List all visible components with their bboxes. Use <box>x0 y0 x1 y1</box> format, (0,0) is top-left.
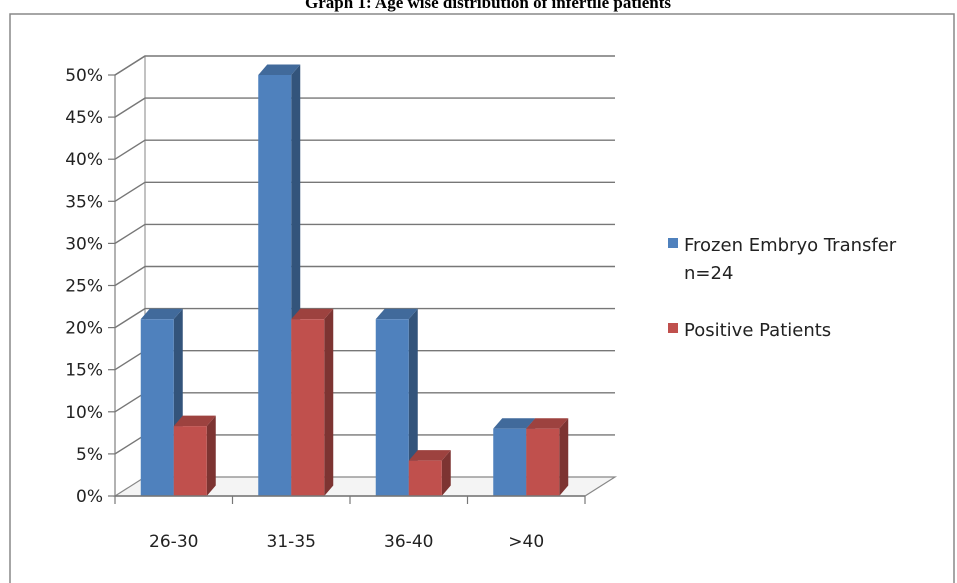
gridline <box>114 265 615 287</box>
gridline <box>114 139 615 160</box>
y-tick-label: 40% <box>65 150 103 170</box>
legend-label: Positive Patients <box>684 320 831 341</box>
bar-top <box>173 415 216 427</box>
gridline <box>114 307 615 329</box>
legend-entry: Frozen Embryo Transfer n=24 <box>668 235 897 284</box>
legend-swatch <box>668 238 678 248</box>
x-tick-label: 36-40 <box>384 532 433 552</box>
bar-front <box>493 428 527 496</box>
y-tick-label: 45% <box>65 108 103 128</box>
gridline <box>114 392 615 413</box>
y-tick-label: 30% <box>65 234 103 254</box>
bar-top <box>375 308 418 320</box>
bar <box>173 415 216 496</box>
x-axis-ticks: 26-30 31-35 36-40 >40 <box>114 495 586 552</box>
legend: Frozen Embryo Transfer n=24 Positive Patie… <box>668 235 897 341</box>
bar-top <box>140 308 183 320</box>
x-tick-label: 26-30 <box>149 532 198 552</box>
y-tick-label: 10% <box>65 403 103 423</box>
bar <box>408 450 451 496</box>
bar-side <box>408 308 418 496</box>
x-tick-label: >40 <box>508 532 544 552</box>
bar <box>291 308 334 496</box>
legend-label: n=24 <box>684 263 733 284</box>
y-tick-label: 0% <box>76 487 103 507</box>
bar-side <box>559 418 569 496</box>
bar-front <box>526 428 560 496</box>
y-axis-ticks: 0% 5% 10% 15% 20% 25% 30% 35% 40% 45% 50% <box>65 66 115 507</box>
bar-top <box>258 64 301 75</box>
legend-label: Frozen Embryo Transfer <box>684 235 897 256</box>
chart-title: Graph 1: Age wise distribution of infert… <box>305 0 671 12</box>
x-tick-label: 31-35 <box>267 532 316 552</box>
bar-front <box>375 319 409 496</box>
legend-entry: Positive Patients <box>668 320 831 341</box>
legend-swatch <box>668 323 678 333</box>
gridline <box>114 55 615 76</box>
bar-top <box>291 308 334 320</box>
gridline <box>114 97 615 118</box>
bar <box>375 308 418 496</box>
bar-top <box>493 418 536 429</box>
bar-front <box>173 426 207 496</box>
y-tick-label: 20% <box>65 319 103 339</box>
bar-side <box>206 415 216 496</box>
bar-top <box>526 418 569 429</box>
y-tick-label: 15% <box>65 361 103 381</box>
bar-side <box>324 308 334 496</box>
y-tick-label: 5% <box>76 445 103 465</box>
bar-front <box>258 75 292 496</box>
bars <box>140 64 569 497</box>
bar-front <box>291 319 325 496</box>
bar <box>526 418 569 496</box>
y-tick-label: 50% <box>65 66 103 86</box>
bar-front <box>408 460 442 496</box>
y-tick-label: 35% <box>65 192 103 212</box>
y-tick-label: 25% <box>65 277 103 297</box>
gridline <box>114 181 615 202</box>
bar-front <box>140 319 174 496</box>
gridline <box>114 223 615 244</box>
bar-top <box>408 450 451 461</box>
gridlines <box>114 55 615 455</box>
chart-frame <box>9 13 955 583</box>
gridline <box>114 350 615 371</box>
bar-side <box>441 450 451 496</box>
